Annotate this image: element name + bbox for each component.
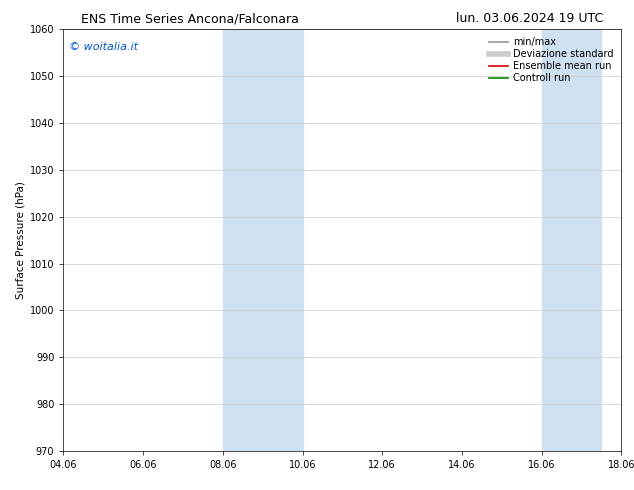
Bar — [541, 29, 602, 451]
Y-axis label: Surface Pressure (hPa): Surface Pressure (hPa) — [16, 181, 25, 299]
Legend: min/max, Deviazione standard, Ensemble mean run, Controll run: min/max, Deviazione standard, Ensemble m… — [486, 34, 616, 86]
Text: © woitalia.it: © woitalia.it — [69, 42, 138, 52]
Bar — [223, 29, 302, 451]
Text: lun. 03.06.2024 19 UTC: lun. 03.06.2024 19 UTC — [456, 12, 604, 25]
Text: ENS Time Series Ancona/Falconara: ENS Time Series Ancona/Falconara — [81, 12, 299, 25]
